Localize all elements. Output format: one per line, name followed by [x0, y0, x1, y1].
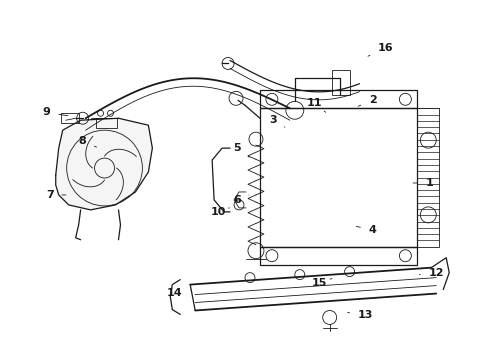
- Text: 8: 8: [79, 136, 96, 147]
- Text: 10: 10: [210, 207, 229, 217]
- Text: 9: 9: [43, 107, 68, 117]
- Text: 13: 13: [347, 310, 372, 320]
- Text: 4: 4: [356, 225, 376, 235]
- Bar: [260, 90, 416, 108]
- Text: 1: 1: [412, 178, 432, 188]
- Text: 12: 12: [419, 267, 443, 278]
- Text: 16: 16: [367, 42, 392, 56]
- Bar: [331, 71, 349, 95]
- Text: 11: 11: [306, 98, 325, 112]
- Text: 2: 2: [357, 95, 376, 106]
- Text: 14: 14: [166, 288, 190, 298]
- Bar: [61, 113, 79, 123]
- Bar: [260, 108, 416, 247]
- Text: 3: 3: [268, 115, 285, 127]
- Bar: [416, 108, 438, 247]
- Text: 15: 15: [311, 278, 331, 288]
- Polygon shape: [56, 118, 152, 210]
- Bar: [260, 247, 416, 265]
- Text: 7: 7: [46, 190, 66, 200]
- Text: 5: 5: [233, 143, 248, 157]
- Bar: [95, 118, 117, 128]
- Text: 6: 6: [233, 195, 248, 205]
